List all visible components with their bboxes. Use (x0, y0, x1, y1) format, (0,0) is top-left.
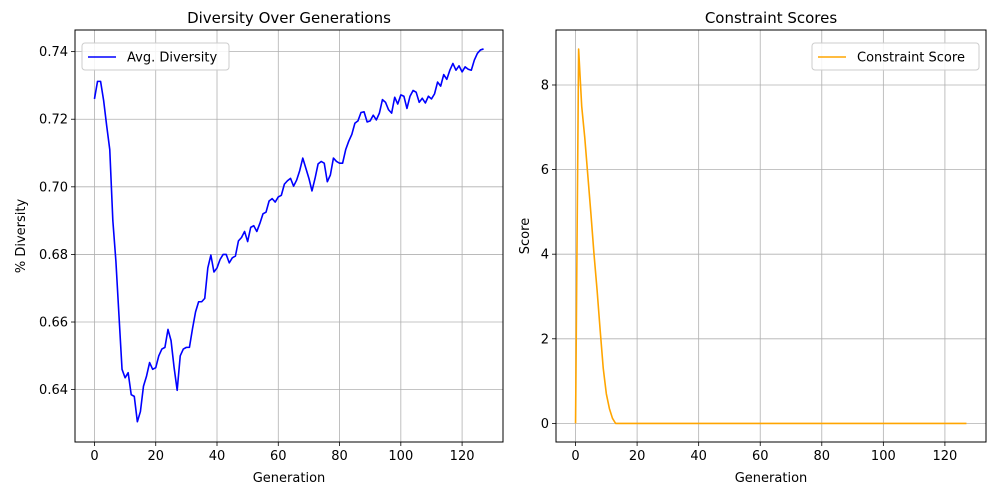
constraint-legend-box (811, 42, 980, 71)
constraint-x-axis-label: Generation (735, 471, 808, 486)
diversity-legend-label: Avg. Diversity (127, 51, 217, 66)
constraint-y-tick-label: 8 (541, 78, 549, 93)
diversity-x-tick-label: 60 (270, 449, 287, 464)
diversity-y-axis-label: % Diversity (14, 199, 29, 274)
diversity-series (93, 48, 484, 423)
diversity-legend: Avg. Diversity (81, 42, 230, 71)
constraint-x-tick-label: 40 (690, 449, 707, 464)
diversity-y-tick-label: 0.74 (39, 45, 68, 60)
constraint-ticks: 0 20 40 60 80 100 120 0 2 4 6 8 (541, 78, 958, 464)
diversity-x-tick-label: 120 (450, 449, 475, 464)
diversity-y-tick-label: 0.72 (39, 113, 68, 128)
constraint-x-tick-label: 20 (629, 449, 646, 464)
constraint-series (574, 48, 967, 425)
constraint-x-tick-label: 120 (932, 449, 957, 464)
constraint-x-tick-label: 80 (814, 449, 831, 464)
constraint-y-tick-label: 4 (541, 248, 549, 263)
diversity-grid (75, 30, 503, 442)
constraint-y-tick-label: 2 (541, 332, 549, 347)
constraint-x-tick-label: 60 (752, 449, 769, 464)
diversity-x-tick-label: 0 (90, 449, 98, 464)
diversity-y-tick-label: 0.64 (39, 383, 68, 398)
diversity-y-tick-label: 0.68 (39, 248, 68, 263)
diversity-plot-frame (74, 29, 504, 443)
diversity-chart-title: Diversity Over Generations (187, 9, 391, 27)
diversity-x-axis-label: Generation (253, 471, 326, 486)
diversity-y-tick-label: 0.66 (39, 316, 68, 331)
constraint-chart: 0 20 40 60 80 100 120 0 2 4 6 8 Constraint Scores G… (518, 9, 987, 486)
diversity-x-tick-label: 80 (331, 449, 348, 464)
constraint-legend-label: Constraint Score (857, 51, 965, 66)
constraint-y-axis-label: Score (518, 218, 533, 254)
diversity-x-tick-label: 100 (388, 449, 413, 464)
constraint-y-tick-label: 0 (541, 417, 549, 432)
constraint-legend: Constraint Score (811, 42, 980, 71)
diversity-x-tick-label: 20 (147, 449, 164, 464)
diversity-series-line (93, 48, 484, 423)
diversity-y-tick-label: 0.70 (39, 180, 68, 195)
constraint-series-line (574, 48, 967, 425)
constraint-x-tick-label: 0 (571, 449, 579, 464)
constraint-x-tick-label: 100 (871, 449, 896, 464)
constraint-chart-title: Constraint Scores (705, 9, 838, 27)
constraint-plot-frame (555, 29, 987, 443)
constraint-y-tick-label: 6 (541, 163, 549, 178)
diversity-ticks: 0 20 40 60 80 100 120 0.64 0.66 0.68 0.70 0.72 0.74 (39, 45, 474, 464)
diversity-legend-box (81, 42, 230, 71)
diversity-x-tick-label: 40 (209, 449, 226, 464)
diversity-chart: 0 20 40 60 80 100 1200.640.660.680.700.720.74 … (14, 9, 504, 486)
